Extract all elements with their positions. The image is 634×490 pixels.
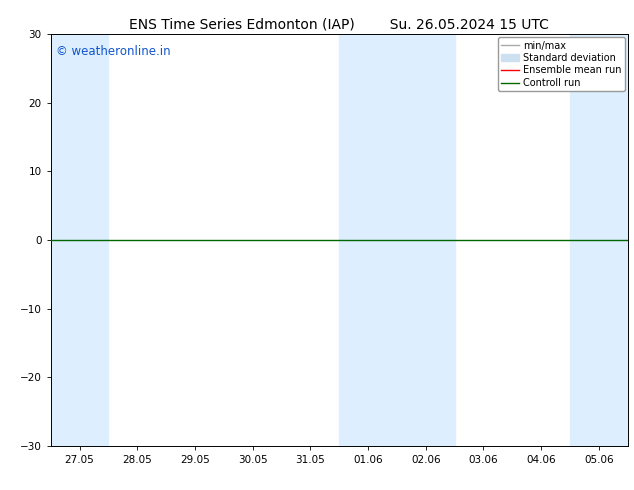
- Title: ENS Time Series Edmonton (IAP)        Su. 26.05.2024 15 UTC: ENS Time Series Edmonton (IAP) Su. 26.05…: [129, 18, 549, 32]
- Text: © weatheronline.in: © weatheronline.in: [56, 45, 171, 58]
- Legend: min/max, Standard deviation, Ensemble mean run, Controll run: min/max, Standard deviation, Ensemble me…: [498, 37, 624, 91]
- Bar: [51, 34, 108, 446]
- Bar: [397, 34, 455, 446]
- Bar: [339, 34, 397, 446]
- Bar: [570, 34, 628, 446]
